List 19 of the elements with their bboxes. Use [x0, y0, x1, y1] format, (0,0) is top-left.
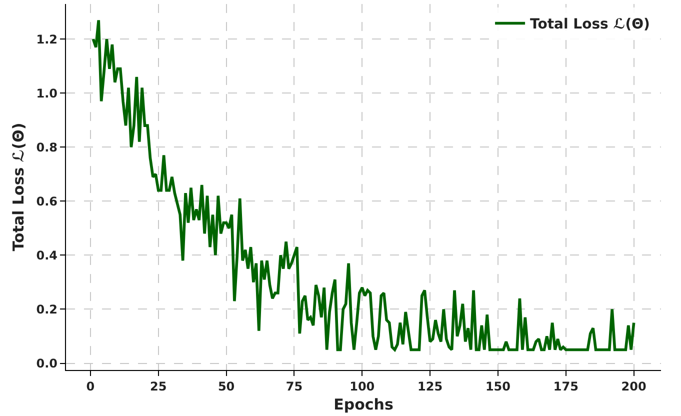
x-tick-label: 25: [150, 380, 167, 394]
x-tick-label: 75: [286, 380, 303, 394]
x-tick-label: 175: [553, 380, 578, 394]
x-axis-title: Epochs: [334, 396, 394, 414]
legend-label: Total Loss ℒ(Θ): [530, 16, 650, 33]
x-tick-label: 125: [418, 380, 443, 394]
y-tick-label: 1.0: [36, 86, 58, 100]
x-tick-label: 50: [218, 380, 235, 394]
x-tick-label: 100: [350, 380, 375, 394]
x-tick-label: 150: [485, 380, 511, 394]
y-tick-label: 0.8: [36, 140, 58, 154]
y-axis-title: Total Loss ℒ(Θ): [9, 122, 28, 252]
x-tick-label: 200: [621, 380, 646, 394]
x-tick-label: 0: [86, 380, 95, 394]
y-tick-label: 0.6: [36, 194, 58, 208]
y-tick-label: 0.2: [36, 302, 58, 316]
y-tick-label: 1.2: [36, 32, 58, 46]
y-tick-label: 0.4: [36, 248, 58, 262]
y-tick-label: 0.0: [36, 356, 58, 370]
